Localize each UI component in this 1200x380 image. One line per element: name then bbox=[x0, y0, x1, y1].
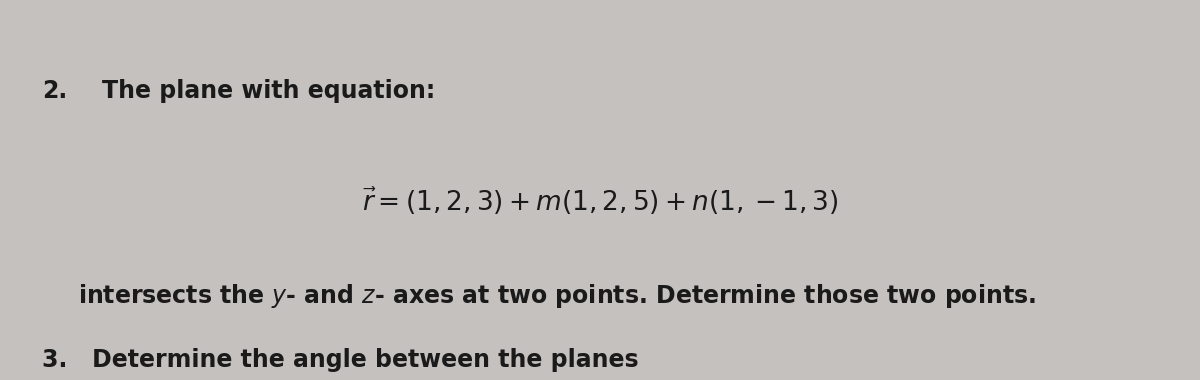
Text: intersects the $y$- and $z$- axes at two points. Determine those two points.: intersects the $y$- and $z$- axes at two… bbox=[78, 282, 1036, 310]
Text: The plane with equation:: The plane with equation: bbox=[102, 79, 436, 103]
Text: 2.: 2. bbox=[42, 79, 67, 103]
Text: 3.   Determine the angle between the planes: 3. Determine the angle between the plane… bbox=[42, 348, 638, 372]
Text: $\vec{r} = (1,2,3) + m(1,2,5) + n(1,-1,3)$: $\vec{r} = (1,2,3) + m(1,2,5) + n(1,-1,3… bbox=[362, 186, 838, 217]
